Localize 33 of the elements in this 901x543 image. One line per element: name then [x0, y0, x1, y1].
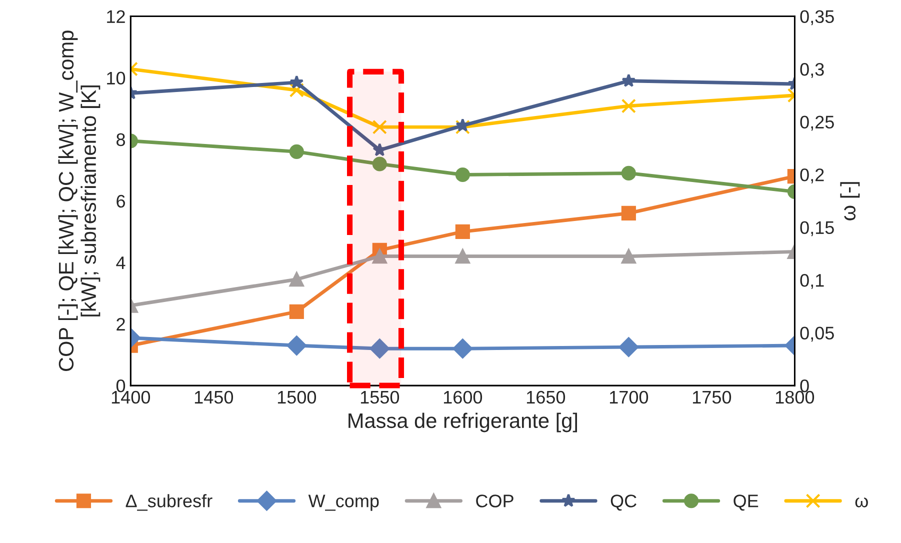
x-tick-label: 1400 [112, 390, 150, 404]
y-tick-label: 6 [116, 194, 125, 208]
x-tick-label: 1500 [278, 390, 316, 404]
y-tick-label: 0 [116, 379, 126, 392]
y2-tick-label: 0,05 [800, 326, 834, 342]
x-tick-label: 1650 [526, 390, 566, 404]
y-tick-label: 2 [116, 318, 125, 331]
y2-tick-label: 0,25 [800, 116, 834, 131]
legend-label: Δ_subresfr [126, 494, 212, 511]
x-tick-label: 1450 [194, 390, 234, 404]
y-tick-label: 4 [116, 256, 126, 269]
legend-label: W_comp [308, 494, 379, 511]
y2-tick-label: 0,15 [800, 221, 834, 236]
legend-label: QC [610, 494, 636, 511]
y2-tick-label: 0,1 [800, 274, 824, 289]
legend-label: ω [855, 497, 868, 508]
legend-label: COP [476, 494, 514, 508]
x-tick-label: 1550 [360, 390, 400, 404]
x-tick-label: 1600 [444, 390, 482, 404]
x-tick-label: 1700 [610, 390, 648, 404]
x-tick-label: 1750 [692, 390, 732, 404]
y-tick-label: 12 [107, 10, 125, 23]
legend-label: QE [734, 494, 758, 511]
y2-tick-label: 0,3 [800, 62, 824, 78]
x-axis-title: Massa de refrigerante [g] [348, 412, 577, 432]
y2-tick-label: 0 [800, 379, 809, 392]
y-tick-label: 10 [107, 72, 126, 85]
y2-tick-label: 0,35 [800, 10, 834, 26]
y-tick-label: 8 [116, 133, 125, 146]
x-tick-label: 1800 [776, 390, 814, 404]
y2-tick-label: 0,2 [800, 168, 824, 184]
y2-axis-title: ω [-] [840, 182, 860, 220]
y-axis-title: COP [-]; QE [kW]; QC [kW]; W_comp [kW]; subresfriamento [K] [58, 30, 100, 371]
